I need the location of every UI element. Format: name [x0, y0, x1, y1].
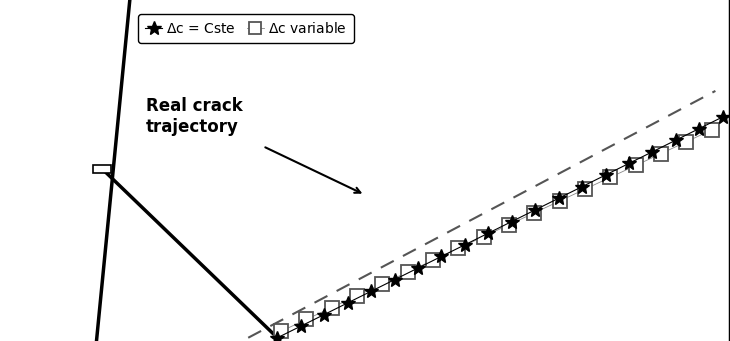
- Legend: $\Delta$c = Cste, $\Delta$c variable: $\Delta$c = Cste, $\Delta$c variable: [139, 14, 353, 43]
- Text: Real crack
trajectory: Real crack trajectory: [146, 98, 243, 136]
- Bar: [93, 165, 111, 173]
